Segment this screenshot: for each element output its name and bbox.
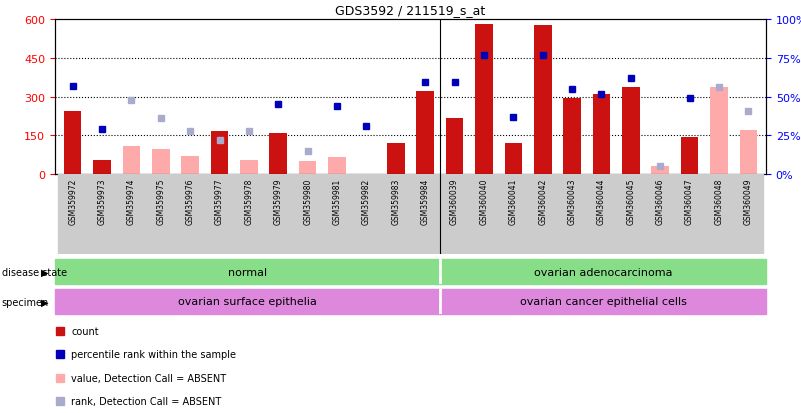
Bar — [734, 175, 763, 254]
Bar — [593, 95, 610, 175]
Bar — [410, 175, 440, 254]
Text: count: count — [71, 326, 99, 336]
Bar — [152, 150, 170, 175]
Text: ▶: ▶ — [41, 267, 48, 277]
Text: GSM359974: GSM359974 — [127, 178, 136, 225]
Text: disease state: disease state — [2, 267, 66, 277]
Text: GSM359976: GSM359976 — [186, 178, 195, 225]
Bar — [563, 99, 581, 175]
Text: ovarian surface epithelia: ovarian surface epithelia — [178, 297, 317, 307]
Bar — [64, 112, 82, 175]
Bar — [440, 175, 469, 254]
Bar — [381, 175, 410, 254]
Text: GSM359979: GSM359979 — [274, 178, 283, 225]
Text: GSM360048: GSM360048 — [714, 178, 723, 225]
Text: GSM360042: GSM360042 — [538, 178, 547, 225]
Text: GSM360039: GSM360039 — [450, 178, 459, 225]
Bar — [205, 175, 234, 254]
Text: GSM359980: GSM359980 — [303, 178, 312, 225]
Text: GSM359973: GSM359973 — [98, 178, 107, 225]
Text: normal: normal — [228, 267, 267, 277]
Bar — [58, 175, 87, 254]
Bar — [710, 88, 728, 175]
Bar — [417, 92, 434, 175]
Bar — [440, 259, 766, 284]
Text: rank, Detection Call = ABSENT: rank, Detection Call = ABSENT — [71, 396, 221, 406]
Bar — [55, 289, 440, 314]
Text: GSM360044: GSM360044 — [597, 178, 606, 225]
Bar — [87, 175, 117, 254]
Bar — [293, 175, 322, 254]
Bar — [175, 175, 205, 254]
Bar — [146, 175, 175, 254]
Bar — [681, 137, 698, 175]
Title: GDS3592 / 211519_s_at: GDS3592 / 211519_s_at — [336, 5, 485, 17]
Bar — [646, 175, 675, 254]
Text: ▶: ▶ — [41, 297, 48, 307]
Bar — [264, 175, 293, 254]
Text: GSM359975: GSM359975 — [156, 178, 165, 225]
Bar — [704, 175, 734, 254]
Text: GSM359984: GSM359984 — [421, 178, 429, 225]
Bar — [622, 88, 640, 175]
Text: ovarian cancer epithelial cells: ovarian cancer epithelial cells — [520, 297, 686, 307]
Text: GSM359982: GSM359982 — [362, 178, 371, 225]
Bar — [528, 175, 557, 254]
Bar — [299, 162, 316, 175]
Text: GSM360043: GSM360043 — [568, 178, 577, 225]
Bar — [234, 175, 264, 254]
Bar — [651, 167, 669, 175]
Bar — [123, 146, 140, 175]
Bar — [117, 175, 146, 254]
Bar — [469, 175, 499, 254]
Bar — [557, 175, 587, 254]
Bar — [587, 175, 616, 254]
Text: GSM360040: GSM360040 — [480, 178, 489, 225]
Bar — [445, 119, 464, 175]
Bar — [505, 144, 522, 175]
Bar — [616, 175, 646, 254]
Bar — [675, 175, 704, 254]
Text: specimen: specimen — [2, 297, 49, 307]
Bar — [534, 26, 552, 175]
Bar — [322, 175, 352, 254]
Bar — [240, 160, 258, 175]
Text: GSM359972: GSM359972 — [68, 178, 77, 225]
Bar — [440, 289, 766, 314]
Text: GSM360046: GSM360046 — [656, 178, 665, 225]
Text: GSM360041: GSM360041 — [509, 178, 517, 225]
Bar — [211, 132, 228, 175]
Text: GSM359977: GSM359977 — [215, 178, 224, 225]
Text: GSM360047: GSM360047 — [685, 178, 694, 225]
Text: GSM359983: GSM359983 — [392, 178, 400, 225]
Text: GSM360045: GSM360045 — [626, 178, 635, 225]
Text: GSM359981: GSM359981 — [332, 178, 341, 225]
Text: ovarian adenocarcinoma: ovarian adenocarcinoma — [533, 267, 672, 277]
Bar — [328, 158, 346, 175]
Bar — [387, 144, 405, 175]
Bar — [475, 25, 493, 175]
Bar — [55, 259, 440, 284]
Text: percentile rank within the sample: percentile rank within the sample — [71, 349, 236, 359]
Bar — [93, 160, 111, 175]
Bar — [739, 131, 757, 175]
Text: GSM359978: GSM359978 — [244, 178, 253, 225]
Bar — [352, 175, 381, 254]
Bar — [499, 175, 528, 254]
Text: GSM360049: GSM360049 — [744, 178, 753, 225]
Bar — [181, 157, 199, 175]
Text: value, Detection Call = ABSENT: value, Detection Call = ABSENT — [71, 373, 227, 383]
Bar — [269, 133, 287, 175]
